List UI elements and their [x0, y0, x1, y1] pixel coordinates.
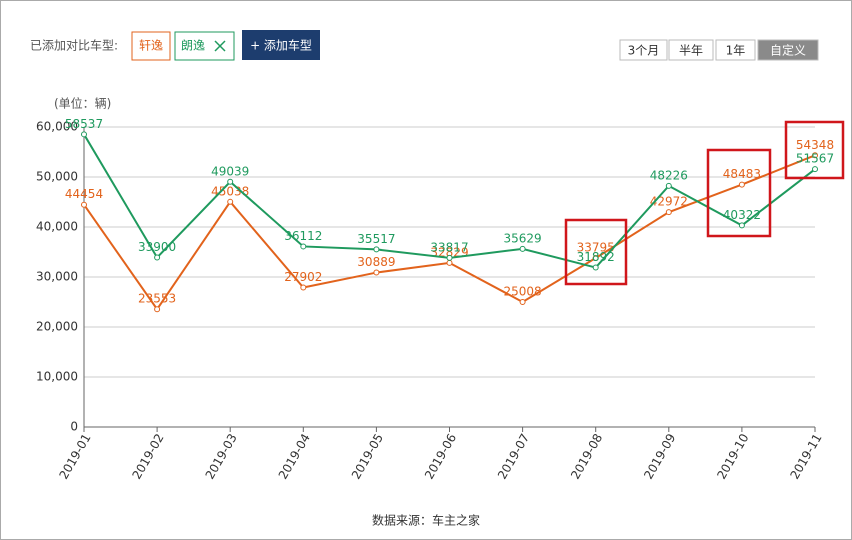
data-point	[592, 264, 599, 271]
data-label: 54348	[796, 138, 834, 152]
data-point	[519, 298, 526, 305]
data-label: 51567	[796, 152, 834, 166]
data-label: 36112	[284, 229, 322, 243]
series-chip[interactable]	[131, 31, 171, 61]
data-point	[812, 152, 818, 159]
y-tick-label: 0	[70, 420, 78, 434]
data-point	[81, 131, 87, 138]
period-label[interactable]: 1年	[726, 44, 746, 58]
data-label: 48226	[650, 168, 688, 182]
data-label: 31892	[577, 250, 615, 264]
data-label: 42972	[650, 195, 688, 209]
data-point	[154, 306, 161, 313]
data-label: 27902	[284, 270, 322, 284]
series-chip[interactable]	[174, 31, 235, 61]
legend-entry[interactable]: 朗逸	[181, 39, 205, 53]
data-point	[227, 198, 234, 205]
legend-entry[interactable]: 轩逸	[139, 39, 163, 53]
y-tick-label: 20,000	[36, 320, 78, 334]
data-point	[373, 246, 380, 253]
data-label: 44454	[65, 187, 103, 201]
data-point	[592, 255, 599, 262]
data-point	[81, 201, 87, 208]
compare-label: 已添加对比车型:	[30, 38, 118, 53]
data-point	[738, 181, 745, 188]
data-label: 30889	[357, 255, 395, 269]
data-label: 23553	[138, 292, 176, 306]
data-point	[446, 254, 453, 261]
data-label: 33817	[430, 240, 468, 254]
data-label: 48483	[723, 167, 761, 181]
data-point	[812, 166, 818, 173]
data-label: 49039	[211, 164, 249, 178]
data-point	[154, 254, 161, 261]
y-tick-label: 30,000	[36, 270, 78, 284]
data-label: 33900	[138, 240, 176, 254]
data-point	[446, 259, 453, 266]
data-label: 58537	[65, 117, 103, 131]
period-button[interactable]	[715, 39, 756, 61]
data-point	[373, 269, 380, 276]
period-button[interactable]	[619, 39, 668, 61]
data-label: 45038	[211, 184, 249, 198]
period-label[interactable]: 3个月	[628, 44, 660, 58]
data-point	[665, 182, 672, 189]
highlight-boxes	[564, 120, 845, 286]
data-point	[519, 245, 526, 252]
y-tick-label: 50,000	[36, 170, 78, 184]
remove-icon[interactable]	[214, 40, 226, 52]
data-point	[300, 243, 307, 250]
data-point	[300, 284, 307, 291]
data-label: 35517	[357, 232, 395, 246]
period-button[interactable]	[668, 39, 714, 61]
data-label: 25008	[504, 284, 542, 298]
data-point	[227, 178, 234, 185]
data-label: 40322	[723, 208, 761, 222]
data-label: 33795	[577, 241, 615, 255]
y-tick-label: 60,000	[36, 120, 78, 134]
period-label[interactable]: 自定义	[770, 43, 806, 58]
add-button[interactable]	[242, 30, 320, 60]
y-tick-label: 40,000	[36, 220, 78, 234]
unit-label: (单位：辆)	[54, 96, 111, 111]
add-button-label[interactable]: + 添加车型	[250, 38, 312, 53]
data-label: 35629	[504, 231, 542, 245]
period-label[interactable]: 半年	[679, 44, 703, 58]
data-point	[665, 209, 672, 216]
y-tick-label: 10,000	[36, 370, 78, 384]
data-point	[738, 222, 745, 229]
period-button[interactable]	[757, 39, 819, 61]
source: 数据来源：车主之家	[372, 513, 480, 528]
